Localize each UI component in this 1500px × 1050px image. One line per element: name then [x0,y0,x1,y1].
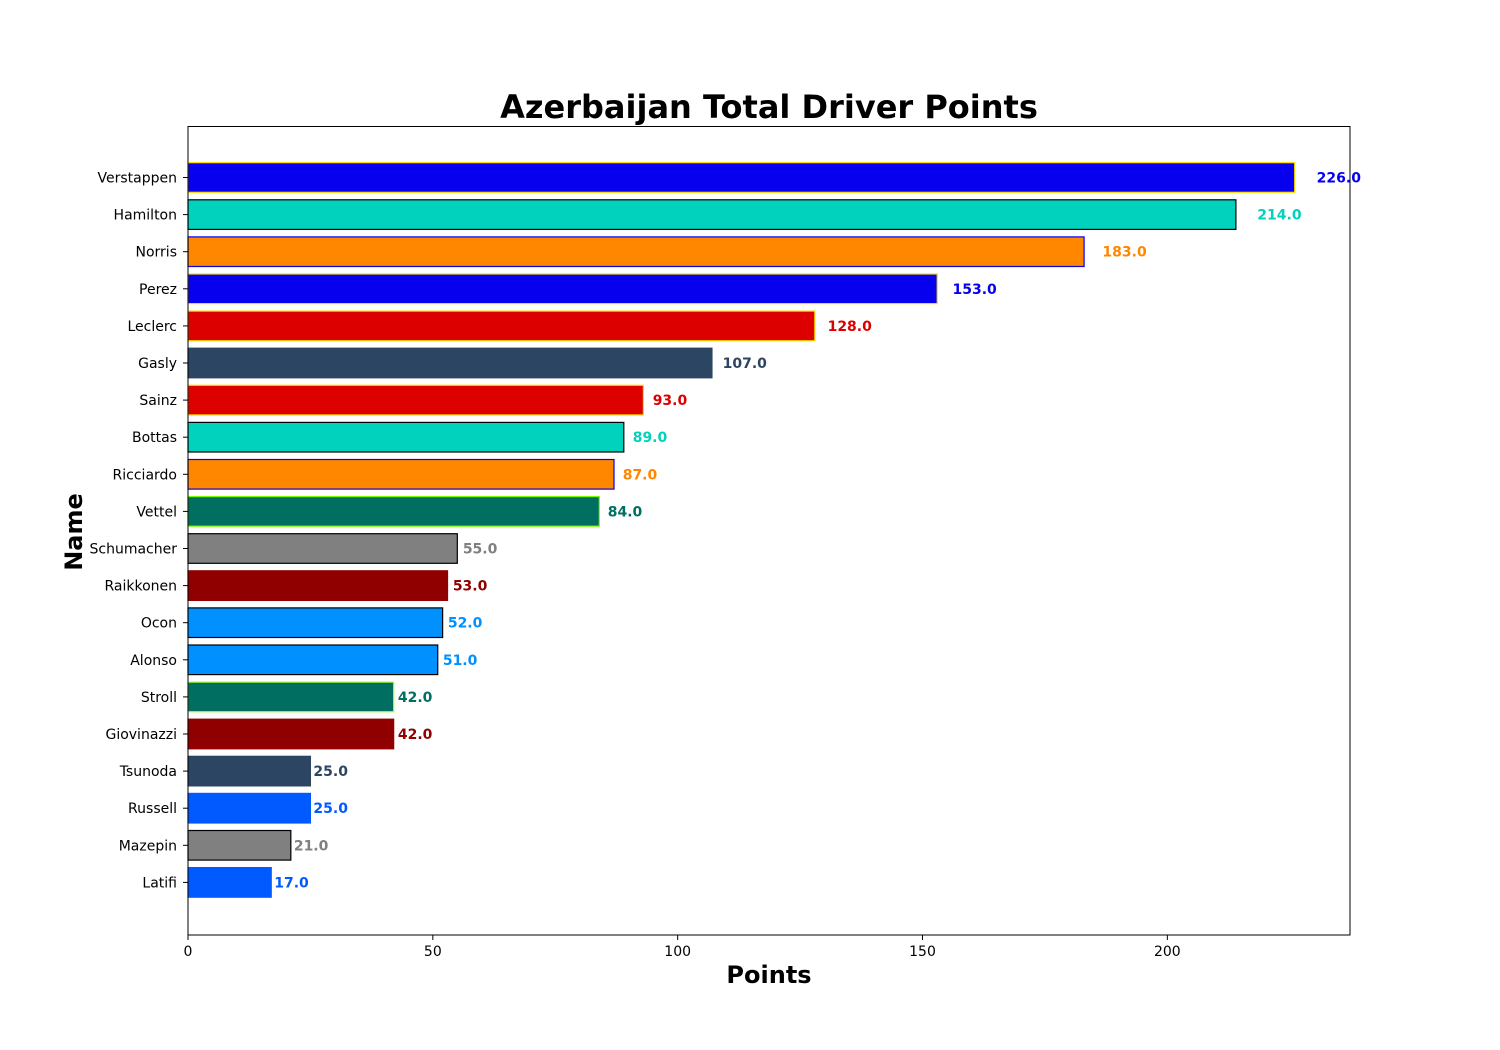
bar-verstappen [187,162,1296,193]
y-tick-label: Schumacher [90,542,178,558]
bar-sainz [187,384,644,416]
y-tick-label: Russell [128,801,177,817]
x-tick-label: 200 [1154,944,1181,960]
value-label: 153.0 [953,282,998,298]
y-tick-label: Ocon [141,616,177,632]
value-label: 226.0 [1317,171,1362,187]
y-tick-label: Alonso [130,653,177,669]
value-label: 89.0 [633,430,668,446]
bar-gasly [187,347,713,379]
value-label: 25.0 [313,801,348,817]
x-tick-label: 0 [184,944,193,960]
bar-giovinazzi [187,718,395,750]
value-label: 17.0 [274,875,309,891]
value-label: 183.0 [1102,245,1147,261]
value-label: 87.0 [623,467,658,483]
bar-tsunoda [187,755,312,787]
y-tick-label: Hamilton [114,208,177,224]
value-label: 21.0 [294,838,329,854]
value-label: 55.0 [463,542,498,558]
value-label: 51.0 [443,653,478,669]
bar-latifi [187,866,272,898]
bar-raikkonen [187,570,449,601]
x-axis-label: Points [726,961,811,989]
y-tick-label: Giovinazzi [105,727,177,743]
y-tick-label: Sainz [139,393,177,409]
y-tick-label: Stroll [141,690,177,706]
y-tick-label: Raikkonen [104,579,177,595]
value-label: 107.0 [723,356,768,372]
y-tick-label: Latifi [142,875,177,891]
y-tick-label: Perez [139,282,177,298]
value-label: 128.0 [828,319,873,335]
x-tick-label: 150 [909,944,936,960]
plot-area-frame [187,126,1351,936]
bar-schumacher [187,533,458,564]
y-axis-ticks: Verstappen Hamilton Norris Perez Leclerc Gasl… [90,171,188,891]
bar-ocon [187,607,444,639]
y-axis-label: Name [60,493,88,571]
bar-alonso [187,644,439,676]
bars-group [187,162,1296,898]
bar-bottas [187,421,625,453]
y-tick-label: Norris [136,245,178,261]
value-label: 42.0 [398,690,433,706]
bar-perez [187,273,938,305]
bar-vettel [187,496,600,527]
x-tick-label: 50 [424,944,442,960]
bar-hamilton [187,199,1237,231]
x-tick-label: 100 [664,944,691,960]
value-label: 25.0 [313,764,348,780]
bar-norris [187,236,1085,268]
bar-mazepin [187,829,292,861]
y-tick-label: Tsunoda [119,764,177,780]
value-label: 53.0 [453,579,488,595]
value-label: 93.0 [653,393,688,409]
y-tick-label: Bottas [132,430,177,446]
value-label: 214.0 [1257,208,1302,224]
data-labels-group: 226.0 214.0 183.0 153.0 128.0 107.0 93.0 89.0 87… [274,171,1361,892]
bar-ricciardo [187,458,615,490]
y-tick-label: Leclerc [127,319,177,335]
y-tick-label: Vettel [136,504,177,520]
y-tick-label: Mazepin [119,838,177,854]
bar-russell [187,792,312,824]
y-tick-label: Gasly [138,356,177,372]
y-tick-label: Ricciardo [113,467,177,483]
value-label: 52.0 [448,616,483,632]
bar-stroll [187,681,395,713]
value-label: 42.0 [398,727,433,743]
value-label: 84.0 [608,504,643,520]
bar-leclerc [187,310,816,342]
y-tick-label: Verstappen [98,171,177,187]
x-axis-ticks: 0 50 100 150 200 [184,935,1181,960]
chart-title: Azerbaijan Total Driver Points [500,88,1038,126]
